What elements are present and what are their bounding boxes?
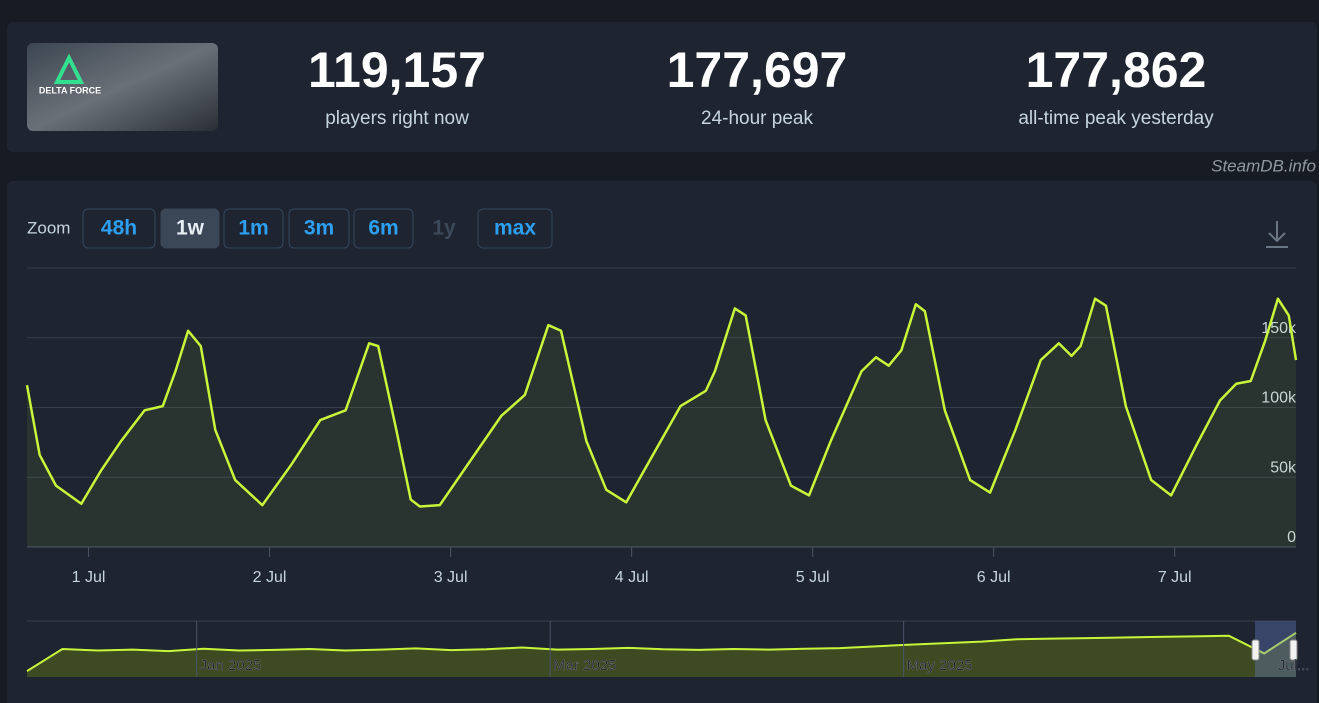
y-tick-label: 0: [1287, 529, 1296, 546]
player-line: [25, 297, 1298, 508]
x-tick-label: 6 Jul: [977, 569, 1011, 586]
navigator-label: May 2025: [907, 657, 973, 674]
y-tick-label: 100k: [1261, 390, 1297, 407]
chart-panel: [7, 181, 1317, 703]
x-tick-label: 1 Jul: [72, 569, 106, 586]
zoom-button-bg: [160, 208, 220, 249]
zoom-button-label: 1w: [176, 217, 205, 240]
zoom-button-bg: [477, 208, 553, 249]
zoom-label: Zoom: [27, 218, 70, 237]
area-fill: [27, 298, 1296, 547]
zoom-button-bg: [82, 208, 156, 249]
stat-label: 24-hour peak: [701, 108, 813, 129]
download-icon[interactable]: [1266, 221, 1288, 248]
zoom-button-label: 48h: [101, 217, 137, 240]
stat-value: 119,157: [308, 42, 486, 98]
navigator-handle[interactable]: [1251, 639, 1260, 661]
navigator-label: Mar 2025: [553, 657, 616, 674]
navigator-label: Jul...: [1278, 657, 1310, 674]
zoom-button-label: 3m: [304, 217, 334, 240]
y-tick-label: 50k: [1270, 459, 1297, 476]
zoom-button: 1y: [432, 217, 456, 240]
zoom-button-label: 1y: [432, 217, 456, 240]
zoom-button[interactable]: 1w: [160, 208, 220, 249]
zoom-button-label: max: [494, 217, 536, 240]
navigator-label: Jan 2025: [200, 657, 262, 674]
stat-value: 177,697: [667, 42, 848, 98]
zoom-button[interactable]: max: [477, 208, 553, 249]
zoom-button[interactable]: 48h: [82, 208, 156, 249]
navigator-fill: [27, 632, 1296, 677]
x-tick-label: 3 Jul: [434, 569, 468, 586]
zoom-button-bg: [353, 208, 414, 249]
x-tick-label: 5 Jul: [796, 569, 830, 586]
zoom-button[interactable]: 3m: [288, 208, 350, 249]
x-tick-label: 2 Jul: [253, 569, 287, 586]
game-logo: [27, 43, 218, 131]
watermark: SteamDB.info: [1211, 156, 1316, 175]
stat-label: all-time peak yesterday: [1018, 108, 1214, 129]
header-panel: [7, 22, 1317, 152]
navigator-line: [26, 631, 1297, 672]
navigator-handle[interactable]: [1289, 639, 1298, 661]
logo-icon: [53, 53, 85, 84]
zoom-button[interactable]: 6m: [353, 208, 414, 249]
navigator-window[interactable]: [1255, 621, 1296, 677]
zoom-button-label: 1m: [238, 217, 268, 240]
logo-text: DELTA FORCE: [39, 85, 101, 95]
x-tick-label: 4 Jul: [615, 569, 649, 586]
zoom-button-bg: [223, 208, 284, 249]
zoom-button-label: 6m: [368, 217, 398, 240]
x-tick-label: 7 Jul: [1158, 569, 1192, 586]
stat-value: 177,862: [1026, 42, 1207, 98]
zoom-button[interactable]: 1m: [223, 208, 284, 249]
stat-label: players right now: [325, 108, 469, 129]
zoom-button-bg: [288, 208, 350, 249]
